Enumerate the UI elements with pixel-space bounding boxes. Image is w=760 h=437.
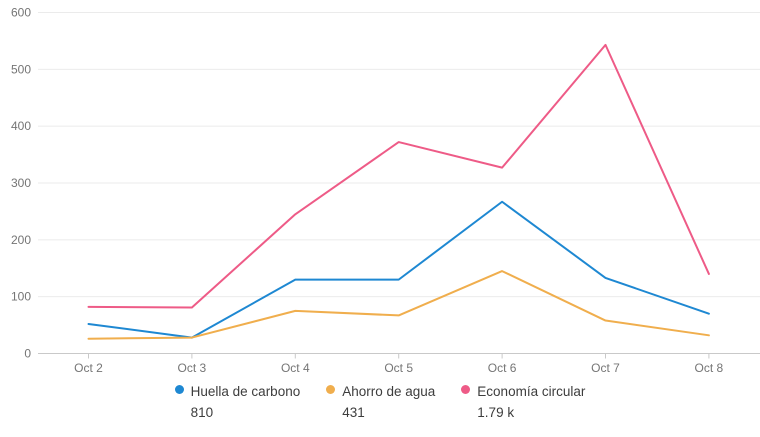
legend-text: Huella de carbono 810 xyxy=(191,381,301,423)
legend-text: Economía circular 1.79 k xyxy=(477,381,585,423)
y-axis-label: 400 xyxy=(11,119,31,133)
y-axis-label: 300 xyxy=(11,176,31,190)
y-axis-label: 100 xyxy=(11,290,31,304)
legend-color-dot xyxy=(461,385,471,394)
y-axis-label: 600 xyxy=(11,6,31,20)
legend-series-label: Huella de carbono xyxy=(190,384,301,399)
legend-series-total: 810 xyxy=(190,405,214,420)
y-axis-label: 500 xyxy=(11,62,31,76)
line-chart: 0 100 200 300 400 500 600 Oct 2 Oct 3 Oct 4 Oct 5 O… xyxy=(11,6,760,375)
series-line-ahorro-de-agua[interactable] xyxy=(87,270,710,340)
legend-text: Ahorro de agua 431 xyxy=(342,381,435,423)
x-axis-label: Oct 5 xyxy=(384,361,413,375)
x-axis-label: Oct 4 xyxy=(281,361,310,375)
series-line-econom-a-circular[interactable] xyxy=(87,43,710,309)
series-line-huella-de-carbono[interactable] xyxy=(87,200,710,339)
legend-item-ahorro-de-agua[interactable]: Ahorro de agua 431 xyxy=(326,381,435,423)
y-axis-label: 0 xyxy=(24,347,31,361)
y-axis-label: 200 xyxy=(11,233,31,247)
legend-series-label: Ahorro de agua xyxy=(342,384,436,399)
legend-series-label: Economía circular xyxy=(477,384,586,399)
legend-item-econom-a-circular[interactable]: Economía circular 1.79 k xyxy=(461,381,585,423)
legend-color-dot xyxy=(326,385,336,394)
x-axis-label: Oct 6 xyxy=(488,361,517,375)
legend-series-total: 1.79 k xyxy=(477,405,515,420)
legend-series-total: 431 xyxy=(342,405,365,420)
x-axis-label: Oct 8 xyxy=(695,361,724,375)
legend-color-dot xyxy=(174,385,184,394)
x-axis-label: Oct 2 xyxy=(74,361,103,375)
legend-item-huella-de-carbono[interactable]: Huella de carbono 810 xyxy=(174,381,301,423)
x-axis-label: Oct 3 xyxy=(178,361,207,375)
x-axis-label: Oct 7 xyxy=(591,361,620,375)
chart-legend: Huella de carbono 810 Ahorro de agua 431 Eco… xyxy=(0,381,760,423)
